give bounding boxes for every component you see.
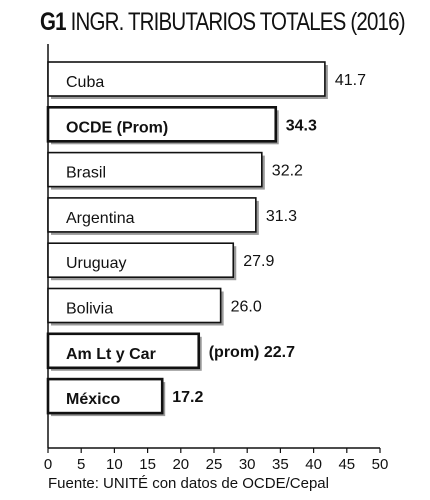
- bar-category-label-5: Bolivia: [66, 301, 113, 318]
- chart-title: G1 INGR. TRIBUTARIOS TOTALES (2016): [40, 8, 406, 37]
- x-tick-label-8: 40: [305, 456, 322, 473]
- bar-value-label-2: 32.2: [272, 163, 303, 180]
- bar-category-label-3: Argentina: [66, 210, 135, 227]
- bar-7: [46, 377, 164, 415]
- x-tick-label-1: 5: [77, 456, 85, 473]
- bar-value-label-7: 17.2: [172, 389, 203, 406]
- x-tick-label-2: 10: [106, 456, 123, 473]
- source-note: Fuente: UNITÉ con datos de OCDE/Cepal: [48, 475, 329, 492]
- x-tick-label-0: 0: [44, 456, 52, 473]
- bar-3: [47, 197, 257, 233]
- x-tick-label-10: 50: [372, 456, 389, 473]
- bar-4: [47, 242, 235, 278]
- x-tick-label-5: 25: [206, 456, 223, 473]
- bar-value-label-6: (prom) 22.7: [209, 344, 295, 361]
- x-tick-label-3: 15: [139, 456, 156, 473]
- bar-category-label-7: México: [66, 391, 120, 408]
- bar-2: [47, 151, 263, 188]
- bar-category-label-6: Am Lt y Car: [66, 346, 156, 363]
- bar-category-label-1: OCDE (Prom): [66, 119, 168, 136]
- x-tick-label-4: 20: [172, 456, 189, 473]
- x-tick-label-6: 30: [239, 456, 256, 473]
- bar-value-label-0: 41.7: [335, 72, 366, 89]
- bar-category-label-4: Uruguay: [66, 255, 126, 272]
- bar-value-label-5: 26.0: [231, 299, 262, 316]
- bar-6: [46, 332, 201, 370]
- bar-value-label-1: 34.3: [286, 117, 317, 134]
- bar-value-label-3: 31.3: [266, 208, 297, 225]
- bar-category-label-2: Brasil: [66, 165, 106, 182]
- bar-value-label-4: 27.9: [243, 253, 274, 270]
- bar-5: [47, 287, 222, 324]
- x-tick-label-7: 35: [272, 456, 289, 473]
- x-tick-label-9: 45: [338, 456, 355, 473]
- chart-title-code: G1: [40, 8, 67, 36]
- bar-0: [47, 61, 326, 97]
- chart-title-text: INGR. TRIBUTARIOS TOTALES (2016): [70, 8, 406, 36]
- bar-1: [46, 106, 278, 143]
- bar-category-label-0: Cuba: [66, 74, 104, 91]
